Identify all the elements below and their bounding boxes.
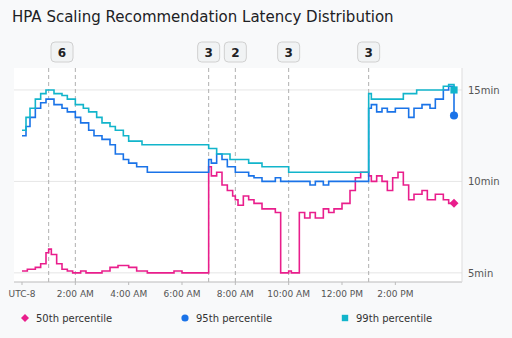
badge	[358, 42, 380, 62]
y-axis-line	[462, 68, 463, 282]
x-tick	[235, 282, 236, 285]
step-line	[22, 167, 454, 273]
badge	[224, 42, 246, 62]
end-marker	[450, 112, 458, 120]
x-tick	[75, 282, 76, 285]
x-tick-label: 4:00 AM	[110, 289, 147, 299]
x-tick-label: 10:00 AM	[267, 289, 310, 299]
legend-label: 50th percentile	[36, 313, 112, 324]
y-tick-label: 10min	[468, 176, 500, 187]
badge	[198, 42, 220, 62]
y-tick-label: 15min	[468, 85, 500, 96]
x-tick-label: 12:00 PM	[321, 289, 363, 299]
x-tick	[288, 282, 289, 285]
badge	[51, 42, 73, 62]
plot-area	[14, 68, 462, 282]
badge-label: 3	[204, 46, 212, 60]
badge-label: 3	[284, 46, 292, 60]
legend-symbol	[181, 314, 188, 321]
x-tick	[182, 282, 183, 285]
x-tick-label: 8:00 AM	[217, 289, 254, 299]
legend-item: 99th percentile	[342, 313, 432, 324]
legend-item: 95th percentile	[181, 313, 272, 324]
badge	[278, 42, 300, 62]
y-tick-label: 5min	[468, 268, 493, 279]
badge-label: 2	[231, 46, 239, 60]
x-tick-label: 6:00 AM	[164, 289, 201, 299]
vline	[235, 68, 236, 282]
legend-label: 99th percentile	[356, 313, 432, 324]
grid-line	[14, 89, 462, 90]
legend-symbol	[342, 315, 348, 321]
grid-line	[14, 181, 462, 182]
x-tick	[128, 282, 129, 285]
end-markers	[450, 86, 459, 208]
step-line	[22, 86, 454, 185]
x-axis-line	[14, 282, 462, 283]
x-tick-label: UTC-8	[9, 289, 36, 299]
badge-label: 3	[364, 46, 372, 60]
x-tick	[395, 282, 396, 285]
x-tick-label: 2:00 PM	[377, 289, 413, 299]
chart: HPA Scaling Recommendation Latency Distr…	[0, 0, 512, 338]
end-marker	[450, 86, 457, 93]
x-tick-label: 2:00 AM	[57, 289, 94, 299]
step-line	[22, 84, 454, 172]
legend-symbol	[21, 314, 29, 322]
legend-item: 50th percentile	[21, 313, 112, 324]
end-marker	[450, 199, 459, 208]
lines	[22, 84, 454, 272]
legend-label: 95th percentile	[196, 313, 272, 324]
vline	[288, 68, 289, 282]
x-tick	[342, 282, 343, 285]
badge-label: 6	[58, 46, 66, 60]
title: HPA Scaling Recommendation Latency Distr…	[12, 8, 394, 26]
x-tick	[22, 282, 23, 285]
